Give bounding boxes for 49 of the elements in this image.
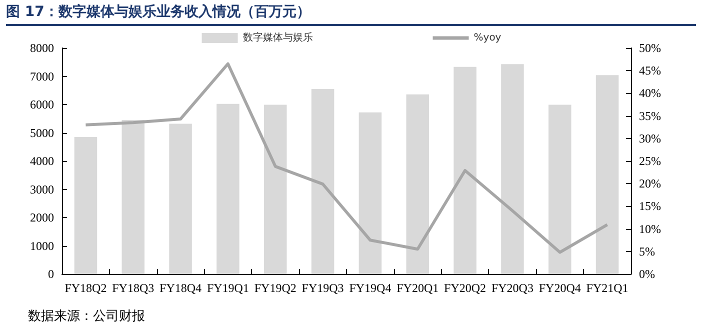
y2-tick-label: 10%	[639, 222, 661, 236]
bar	[264, 104, 287, 274]
y2-tick-label: 25%	[639, 154, 661, 168]
x-tick-label: FY21Q1	[586, 281, 628, 295]
y2-tick-label: 5%	[639, 244, 655, 258]
y2-tick-label: 15%	[639, 199, 661, 214]
x-tick-label: FY19Q2	[254, 281, 296, 295]
y-tick-label: 4000	[30, 154, 54, 168]
chart-title: 图 17：数字媒体与娱乐业务收入情况（百万元）	[6, 3, 696, 26]
y2-tick-label: 0%	[639, 267, 655, 281]
bar	[596, 75, 619, 274]
bar	[74, 136, 98, 274]
y-tick-label: 7000	[30, 69, 54, 84]
x-tick-label: FY20Q4	[538, 281, 581, 295]
y2-tick-label: 20%	[639, 176, 661, 191]
bar	[548, 104, 572, 274]
y2-tick-label: 40%	[639, 86, 661, 100]
bar	[406, 94, 430, 274]
y-tick-label: 6000	[30, 98, 54, 112]
y-tick-label: 3000	[30, 182, 54, 196]
y-tick-label: 5000	[30, 126, 54, 140]
y-tick-label: 1000	[30, 238, 54, 253]
source-note: 数据来源：公司财报	[28, 308, 145, 325]
y2-tick-label: 30%	[639, 131, 661, 146]
legend-label: 数字媒体与娱乐	[242, 32, 313, 44]
x-tick-label: FY20Q1	[396, 281, 439, 295]
line-series	[84, 62, 609, 254]
y2-tick-label: 35%	[639, 108, 661, 123]
y-tick-label: 2000	[30, 210, 54, 224]
bar	[358, 112, 382, 274]
y2-tick-label: 45%	[639, 64, 661, 78]
x-tick-label: FY20Q3	[491, 281, 534, 295]
legend-label: %yoy	[474, 32, 502, 44]
x-tick-label: FY20Q2	[444, 281, 486, 295]
x-tick-label: FY19Q4	[349, 281, 392, 295]
y-tick-label: 8000	[30, 41, 54, 55]
x-tick-label: FY18Q4	[160, 281, 202, 295]
bar	[216, 104, 240, 274]
bar	[454, 66, 476, 274]
bar	[169, 124, 192, 274]
x-tick-label: FY19Q3	[302, 281, 344, 295]
x-tick-label: FY18Q2	[64, 281, 107, 295]
x-tick-label: FY18Q3	[112, 281, 154, 295]
y-tick-label: 0	[48, 267, 54, 281]
bar	[122, 120, 145, 274]
y2-tick-label: 50%	[639, 41, 661, 55]
bar	[311, 88, 334, 274]
bar	[501, 64, 524, 274]
x-tick-label: FY19Q1	[206, 281, 249, 295]
